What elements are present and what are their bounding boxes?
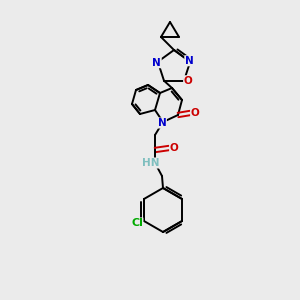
Text: N: N (185, 56, 194, 66)
Text: N: N (152, 58, 161, 68)
Text: Cl: Cl (131, 218, 143, 228)
Text: HN: HN (142, 158, 160, 168)
Text: O: O (184, 76, 192, 86)
Text: O: O (169, 143, 178, 153)
Text: N: N (158, 118, 166, 128)
Text: O: O (190, 108, 200, 118)
